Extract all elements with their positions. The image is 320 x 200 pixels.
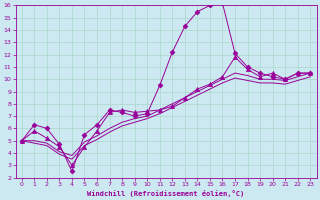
X-axis label: Windchill (Refroidissement éolien,°C): Windchill (Refroidissement éolien,°C) xyxy=(87,190,245,197)
